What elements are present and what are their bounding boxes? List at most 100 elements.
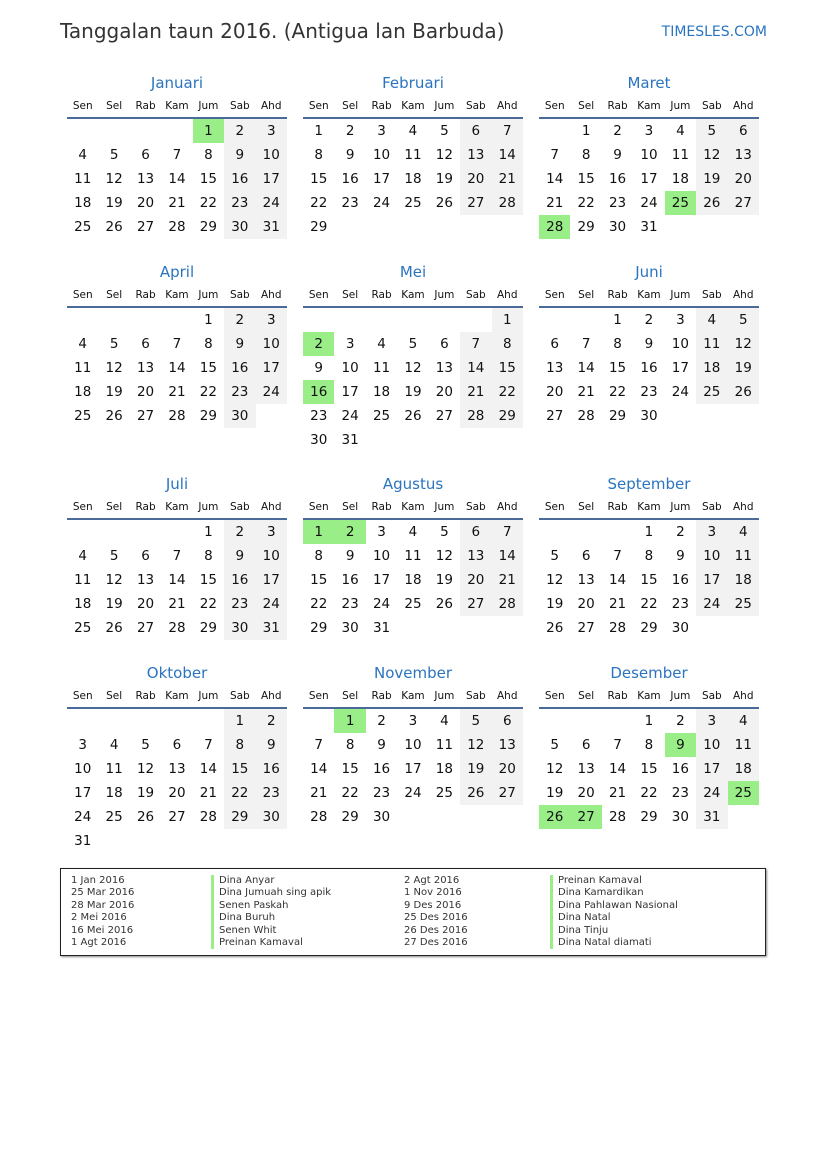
day-cell: 20 bbox=[546, 384, 564, 400]
day-cell: 13 bbox=[727, 143, 759, 167]
weekday-label: Jum bbox=[198, 690, 219, 702]
day-cell: 11 bbox=[435, 737, 453, 753]
day-cell: 12 bbox=[546, 761, 564, 777]
day-cell: 25 bbox=[696, 380, 728, 404]
weekday-label: Ahd bbox=[732, 690, 754, 702]
weekday-header: Sen Sel Rab Kam Jum Sab Ahd bbox=[67, 94, 287, 119]
month-title: November bbox=[373, 664, 453, 682]
day-cell: 25 bbox=[727, 592, 759, 616]
weekday-header: Sen Sel Rab Kam Jum Sab Ahd bbox=[67, 495, 287, 520]
empty-cell bbox=[303, 709, 334, 733]
weekday-label: Rab bbox=[607, 100, 628, 112]
weekday-label: Ahd bbox=[496, 100, 518, 112]
day-cell: 5 bbox=[109, 548, 119, 564]
day-cell: 28 bbox=[168, 620, 186, 636]
day-cell: 27 bbox=[460, 191, 492, 215]
site-link[interactable]: TIMESLES.COM bbox=[661, 24, 767, 40]
day-cell: 2 bbox=[377, 713, 386, 729]
day-cell: 8 bbox=[314, 147, 323, 163]
day-cell: 4 bbox=[377, 336, 386, 352]
day-cell: 24 bbox=[671, 384, 689, 400]
day-cell: 30 bbox=[255, 805, 287, 829]
day-cell: 18 bbox=[105, 785, 123, 801]
week-row: 16 17 18 19 20 21 22 bbox=[303, 380, 523, 404]
day-cell: 6 bbox=[440, 336, 449, 352]
day-cell: 15 bbox=[341, 761, 359, 777]
month-title: September bbox=[607, 475, 691, 493]
day-cell: 13 bbox=[546, 360, 564, 376]
weekday-label: Sen bbox=[544, 690, 565, 702]
empty-cell bbox=[67, 709, 98, 733]
empty-cell bbox=[429, 215, 460, 239]
day-cell: 2 bbox=[644, 312, 654, 328]
empty-cell bbox=[161, 709, 192, 733]
day-cell: 8 bbox=[613, 336, 622, 352]
day-cell: 7 bbox=[172, 548, 182, 564]
legend-holiday-name: Dina Natal bbox=[550, 912, 678, 925]
day-cell: 17 bbox=[404, 761, 422, 777]
weekday-label: Sel bbox=[578, 289, 595, 301]
legend-date: 25 Mar 2016 bbox=[71, 887, 135, 899]
day-cell: 22 bbox=[199, 195, 217, 211]
day-cell: 23 bbox=[224, 191, 256, 215]
day-cell: 21 bbox=[168, 384, 186, 400]
weekday-label: Sel bbox=[342, 289, 359, 301]
week-row: 8 9 10 11 12 13 14 bbox=[303, 143, 523, 167]
day-cell: 13 bbox=[460, 544, 492, 568]
day-cell: 7 bbox=[172, 147, 182, 163]
day-cell: 16 bbox=[372, 761, 391, 777]
weekday-header: Sen Sel Rab Kam Jum Sab Ahd bbox=[67, 283, 287, 308]
day-cell: 4 bbox=[727, 520, 759, 544]
day-cell: 8 bbox=[644, 737, 654, 753]
weekday-label: Sen bbox=[308, 501, 329, 513]
day-cell: 15 bbox=[224, 757, 256, 781]
legend-date: 1 Nov 2016 bbox=[404, 887, 462, 899]
weekday-label: Kam bbox=[165, 501, 189, 513]
legend-date: 1 Agt 2016 bbox=[71, 936, 127, 948]
day-cell: 20 bbox=[136, 195, 155, 211]
day-cell: 28 bbox=[577, 408, 595, 424]
day-cell: 22 bbox=[310, 195, 328, 211]
week-row: 28 29 30 bbox=[303, 805, 523, 829]
day-cell: 15 bbox=[491, 356, 523, 380]
week-row: 21 22 23 24 25 26 27 bbox=[539, 191, 759, 215]
day-cell: 10 bbox=[341, 360, 359, 376]
empty-cell bbox=[429, 805, 460, 829]
day-cell: 27 bbox=[491, 781, 523, 805]
day-cell: 6 bbox=[141, 548, 150, 564]
empty-cell bbox=[366, 308, 397, 332]
weekday-label: Sab bbox=[229, 289, 250, 301]
day-cell: 4 bbox=[78, 147, 87, 163]
day-cell: 3 bbox=[255, 308, 287, 332]
day-cell: 21 bbox=[310, 785, 328, 801]
holiday-day-cell: 25 bbox=[727, 781, 759, 805]
day-cell: 28 bbox=[491, 191, 523, 215]
day-cell: 19 bbox=[404, 384, 422, 400]
day-cell: 8 bbox=[224, 733, 256, 757]
day-cell: 12 bbox=[136, 761, 155, 777]
empty-cell bbox=[397, 215, 428, 239]
day-cell: 15 bbox=[199, 360, 217, 376]
day-cell: 19 bbox=[435, 171, 453, 187]
weekday-label: Kam bbox=[401, 100, 425, 112]
day-cell: 9 bbox=[613, 147, 622, 163]
day-cell: 17 bbox=[372, 171, 391, 187]
weekday-header: Sen Sel Rab Kam Jum Sab Ahd bbox=[303, 684, 523, 709]
day-cell: 8 bbox=[204, 336, 213, 352]
day-cell: 30 bbox=[671, 809, 689, 825]
day-cell: 21 bbox=[168, 195, 186, 211]
week-row: 14 15 16 17 18 19 20 bbox=[539, 167, 759, 191]
day-cell: 14 bbox=[608, 572, 627, 588]
empty-cell bbox=[460, 805, 491, 829]
day-cell: 12 bbox=[105, 171, 123, 187]
day-cell: 27 bbox=[727, 191, 759, 215]
empty-cell bbox=[539, 709, 570, 733]
day-cell: 4 bbox=[440, 713, 449, 729]
day-cell: 31 bbox=[341, 432, 359, 448]
weekday-label: Rab bbox=[607, 501, 628, 513]
day-cell: 10 bbox=[255, 143, 287, 167]
day-cell: 27 bbox=[136, 219, 155, 235]
legend-holiday-name: Dina Jumuah sing apik bbox=[211, 887, 331, 900]
weekday-label: Sel bbox=[106, 501, 123, 513]
day-cell: 28 bbox=[460, 404, 492, 428]
